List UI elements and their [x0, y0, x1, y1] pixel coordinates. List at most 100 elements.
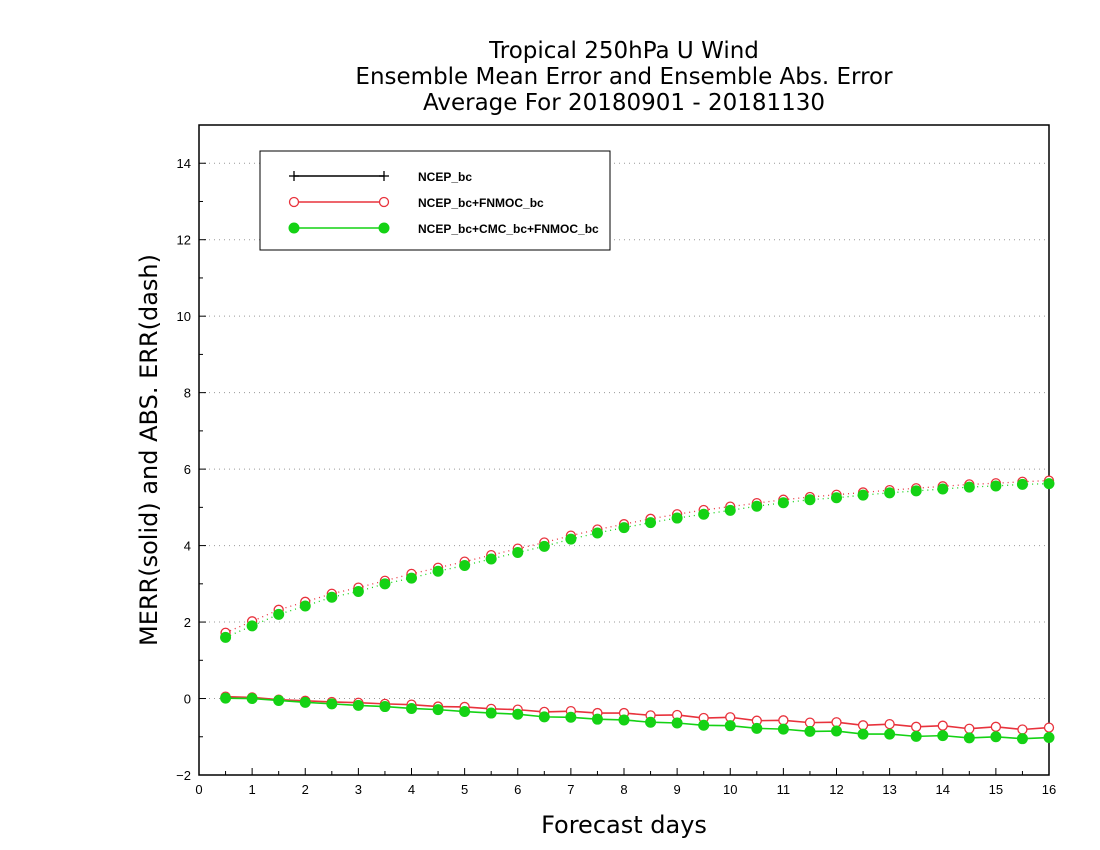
- data-point: [671, 512, 683, 524]
- data-point: [379, 701, 391, 713]
- data-point: [1016, 478, 1028, 490]
- x-tick-label-8: 8: [620, 782, 627, 797]
- data-point: [538, 711, 550, 723]
- data-point: [884, 487, 896, 499]
- data-point: [911, 721, 922, 732]
- y-tick-label-12: 12: [177, 233, 191, 248]
- y-tick-label-0: 0: [184, 692, 191, 707]
- series-2-abs-err-line: [225, 482, 1050, 638]
- data-point: [1017, 724, 1028, 735]
- y-tick-label-4: 4: [184, 539, 191, 554]
- data-point: [804, 725, 816, 737]
- data-point: [724, 720, 736, 732]
- legend: NCEP_bc NCEP_bc+FNMOC_bc NCEP_bc+CMC_bc+FN…: [259, 150, 611, 251]
- data-point: [1043, 722, 1055, 733]
- series-1: [220, 475, 1055, 735]
- data-point: [857, 728, 869, 740]
- chart-title-line-1: Tropical 250hPa U Wind: [488, 38, 759, 64]
- data-point: [937, 720, 948, 731]
- data-point: [990, 480, 1002, 492]
- x-axis-label: Forecast days: [541, 811, 707, 839]
- legend-marker-0: [379, 171, 389, 181]
- chart-title: Tropical 250hPa U Wind Ensemble Mean Err…: [355, 38, 893, 116]
- x-tick-label-9: 9: [674, 782, 681, 797]
- data-point: [910, 485, 922, 497]
- legend-marker-1: [378, 196, 390, 208]
- data-point: [432, 704, 444, 716]
- legend-marker-2: [378, 222, 390, 234]
- y-tick-label-6: 6: [184, 462, 191, 477]
- x-tick-label-1: 1: [249, 782, 256, 797]
- y-axis: −2 0 2 4 6 8 10 12 14: [176, 124, 206, 783]
- x-tick-label-15: 15: [989, 782, 1003, 797]
- data-point: [618, 522, 630, 534]
- x-tick-label-11: 11: [777, 782, 791, 797]
- y-axis-label: MERR(solid) and ABS. ERR(dash): [135, 254, 163, 646]
- y-tick-label-14: 14: [177, 156, 191, 171]
- series-2-merr-line: [225, 697, 1050, 740]
- data-point: [990, 731, 1002, 743]
- data-point: [1043, 478, 1055, 490]
- data-point: [857, 720, 869, 731]
- data-point: [220, 692, 232, 704]
- data-point: [777, 497, 789, 509]
- data-point: [565, 533, 577, 545]
- legend-marker-1: [288, 196, 300, 208]
- data-point: [671, 717, 683, 729]
- data-point: [937, 483, 949, 495]
- legend-box: [259, 150, 611, 251]
- data-point: [591, 527, 603, 539]
- x-tick-label-14: 14: [936, 782, 950, 797]
- data-point: [884, 718, 895, 730]
- data-point: [645, 716, 657, 728]
- data-point: [1016, 733, 1028, 745]
- data-point: [645, 517, 657, 529]
- data-point: [459, 559, 471, 571]
- data-point: [724, 504, 736, 516]
- x-tick-label-3: 3: [355, 782, 362, 797]
- data-point: [273, 608, 285, 620]
- data-point: [485, 553, 497, 565]
- data-point: [910, 730, 922, 742]
- data-point: [777, 723, 789, 735]
- x-tick-label-0: 0: [195, 782, 202, 797]
- data-point: [538, 540, 550, 552]
- y-tick-label-10: 10: [177, 309, 191, 324]
- chart-title-line-3: Average For 20180901 - 20181130: [423, 90, 825, 116]
- data-point: [751, 500, 763, 512]
- legend-marker-0: [289, 171, 299, 181]
- data-point: [432, 565, 444, 577]
- data-point: [299, 696, 311, 708]
- data-point: [1043, 732, 1055, 744]
- x-tick-label-10: 10: [723, 782, 737, 797]
- data-point: [698, 508, 710, 520]
- data-point: [326, 698, 338, 710]
- data-point: [831, 725, 842, 737]
- data-point: [618, 714, 630, 726]
- data-point: [698, 719, 710, 731]
- x-tick-label-12: 12: [829, 782, 843, 797]
- legend-marker-2: [288, 222, 300, 234]
- y-tick-label--2: −2: [176, 768, 191, 783]
- data-point: [512, 546, 524, 558]
- data-point: [751, 722, 763, 734]
- data-point: [964, 723, 975, 734]
- data-point: [246, 693, 258, 705]
- legend-label-1: NCEP_bc+FNMOC_bc: [418, 196, 544, 210]
- series-1-abs-err-line: [225, 479, 1050, 634]
- data-point: [963, 481, 975, 493]
- data-point: [804, 494, 816, 506]
- series-layer: [220, 475, 1055, 745]
- series-2: [220, 478, 1055, 745]
- data-point: [831, 492, 842, 504]
- data-point: [591, 713, 603, 725]
- series-1-merr-line: [225, 695, 1050, 731]
- data-point: [857, 489, 869, 501]
- data-point: [379, 578, 391, 590]
- x-tick-label-4: 4: [408, 782, 415, 797]
- legend-label-2: NCEP_bc+CMC_bc+FNMOC_bc: [418, 222, 599, 236]
- y-tick-label-8: 8: [184, 386, 191, 401]
- data-point: [326, 591, 338, 603]
- x-tick-label-16: 16: [1042, 782, 1056, 797]
- chart-title-line-2: Ensemble Mean Error and Ensemble Abs. Er…: [355, 64, 893, 90]
